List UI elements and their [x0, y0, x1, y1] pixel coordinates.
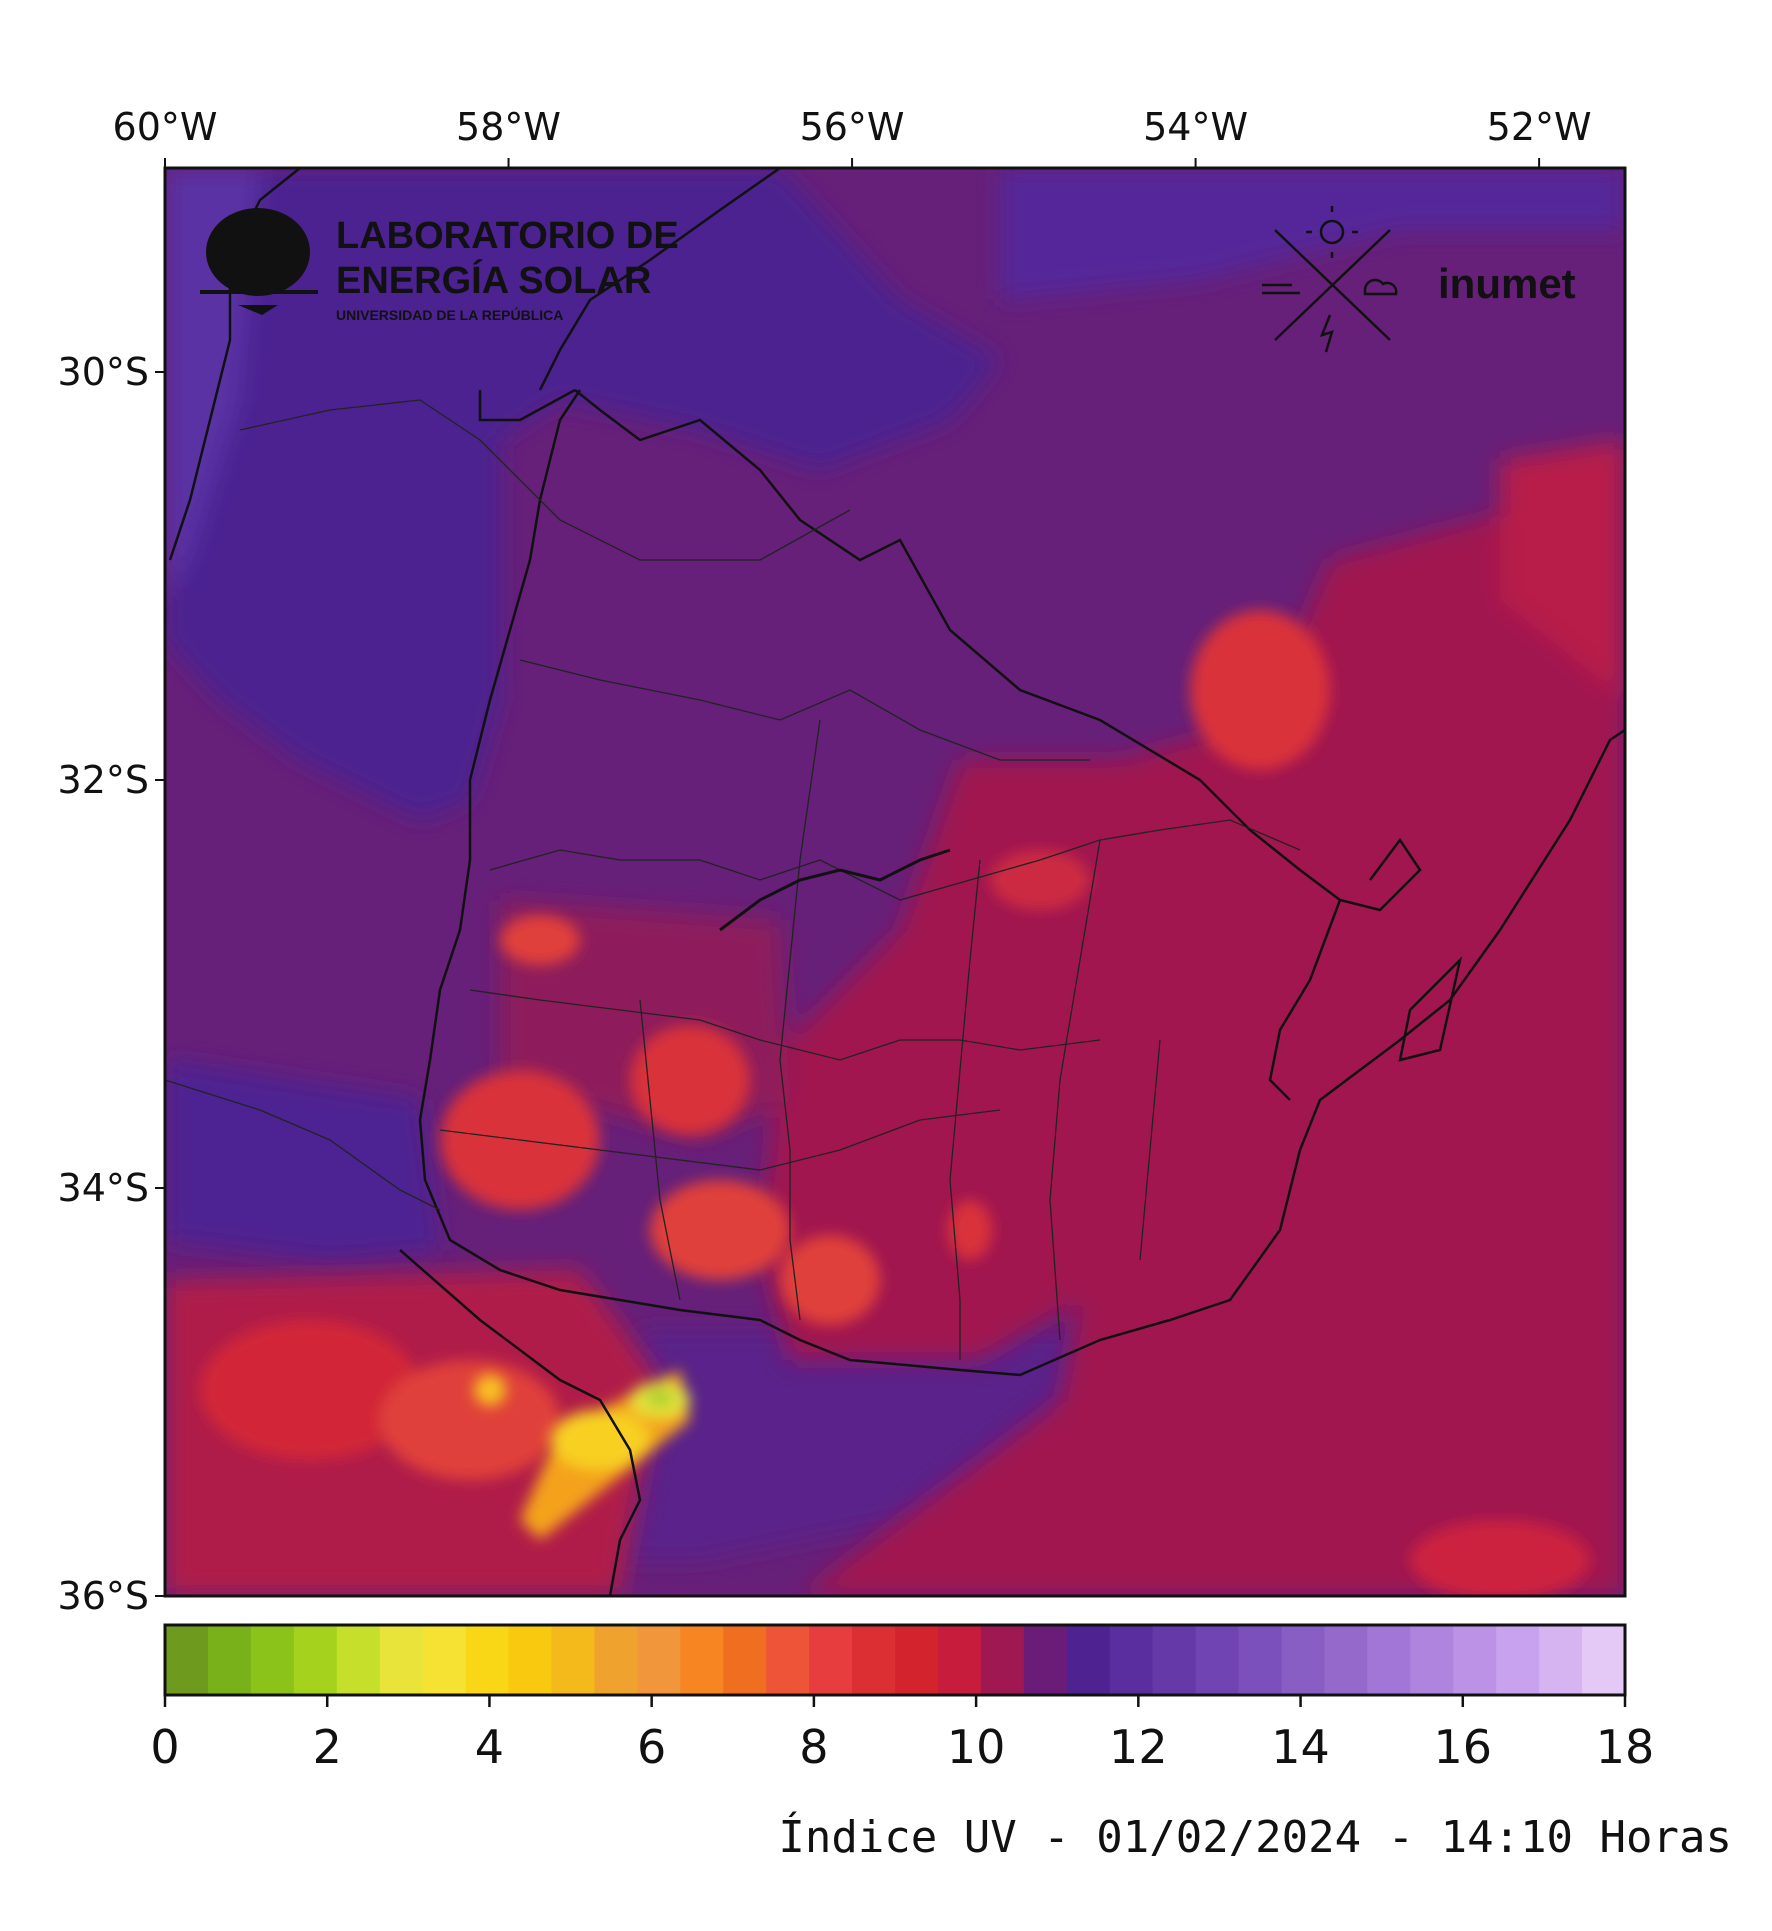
colorbar-swatch	[1238, 1625, 1283, 1695]
les-logo-icon	[206, 208, 310, 296]
inumet-logo	[1262, 206, 1398, 353]
colorbar-swatch	[1195, 1625, 1240, 1695]
colorbar-tick-label: 14	[1271, 1720, 1330, 1774]
colorbar-swatch	[1582, 1625, 1626, 1695]
colorbar-swatch	[1453, 1625, 1497, 1695]
x-tick-label: 54°W	[1143, 105, 1248, 149]
colorbar-swatch	[1539, 1625, 1583, 1695]
y-tick-label: 36°S	[58, 1574, 149, 1618]
x-tick-label: 58°W	[456, 105, 561, 149]
uv-map-area	[165, 168, 1625, 1596]
x-tick-label: 52°W	[1487, 105, 1592, 149]
x-tick-label: 60°W	[113, 105, 218, 149]
latitude-axis: 30°S 32°S 34°S 36°S	[58, 350, 165, 1618]
colorbar-swatch	[680, 1625, 724, 1695]
uv-field-blue-zones	[165, 168, 1625, 1560]
colorbar-swatch	[1410, 1625, 1454, 1695]
colorbar-swatch	[465, 1625, 510, 1695]
colorbar-tick-label: 2	[313, 1720, 342, 1774]
uv-colorbar	[163, 1623, 1627, 1697]
colorbar-tick-label: 12	[1109, 1720, 1168, 1774]
colorbar-swatch	[422, 1625, 467, 1695]
les-logo-line2: ENERGÍA SOLAR	[336, 258, 651, 302]
colorbar-swatch	[207, 1625, 252, 1695]
colorbar-swatch	[336, 1625, 381, 1695]
les-logo	[200, 208, 318, 315]
x-tick-label: 56°W	[800, 105, 905, 149]
colorbar-swatch	[1066, 1625, 1111, 1695]
colorbar-swatch	[1367, 1625, 1411, 1695]
rio-negro-reservoir	[719, 848, 951, 932]
lightning-icon	[1319, 314, 1334, 353]
colorbar-swatch	[637, 1625, 681, 1695]
uv-field-yellow-peak	[474, 1370, 690, 1540]
y-tick-label: 34°S	[58, 1166, 149, 1210]
colorbar-swatch	[1324, 1625, 1368, 1695]
colorbar-tick-label: 18	[1596, 1720, 1655, 1774]
longitude-axis: 60°W 58°W 56°W 54°W 52°W	[113, 105, 1592, 168]
colorbar-tick-label: 0	[150, 1720, 179, 1774]
colorbar-tick-label: 6	[637, 1720, 666, 1774]
colorbar-swatch	[379, 1625, 424, 1695]
colorbar-swatch	[551, 1625, 596, 1695]
colorbar-swatch	[723, 1625, 767, 1695]
country-borders	[168, 168, 1625, 1596]
colorbar-swatch	[1496, 1625, 1540, 1695]
colorbar-swatch	[1152, 1625, 1197, 1695]
colorbar-swatch	[165, 1625, 209, 1695]
colorbar-ticks: 0 2 4 6 8 10 12 14 16 18	[150, 1695, 1654, 1774]
les-logo-line3: UNIVERSIDAD DE LA REPÚBLICA	[336, 306, 563, 323]
colorbar-swatch	[980, 1625, 1025, 1695]
map-frame	[163, 166, 1627, 1598]
colorbar-swatch	[1109, 1625, 1154, 1695]
colorbar-swatch	[895, 1625, 939, 1695]
uv-field-orange-spots	[200, 610, 1590, 1596]
colorbar-swatch	[1281, 1625, 1326, 1695]
wind-icon	[1262, 283, 1300, 295]
colorbar-tick-label: 4	[475, 1720, 504, 1774]
colorbar-swatch	[852, 1625, 896, 1695]
sun-icon	[1319, 219, 1345, 245]
colorbar-swatch	[293, 1625, 338, 1695]
colorbar-tick-label: 10	[947, 1720, 1006, 1774]
cloud-icon	[1363, 278, 1398, 296]
colorbar-swatch	[250, 1625, 295, 1695]
colorbar-swatch	[809, 1625, 853, 1695]
colorbar-tick-label: 16	[1434, 1720, 1493, 1774]
colorbar-tick-label: 8	[799, 1720, 828, 1774]
colorbar-swatch	[594, 1625, 638, 1695]
map-caption: Índice UV - 01/02/2024 - 14:10 Horas	[778, 1812, 1732, 1863]
colorbar-frame	[163, 1623, 1627, 1697]
colorbar-swatch	[766, 1625, 810, 1695]
department-borders	[165, 399, 1301, 1360]
les-logo-line1: LABORATORIO DE	[336, 215, 679, 257]
colorbar-swatch	[937, 1625, 982, 1695]
inumet-logo-text: inumet	[1438, 260, 1576, 307]
y-tick-label: 32°S	[58, 758, 149, 802]
colorbar-swatch	[508, 1625, 553, 1695]
colorbar-swatch	[1023, 1625, 1068, 1695]
y-tick-label: 30°S	[58, 350, 149, 394]
